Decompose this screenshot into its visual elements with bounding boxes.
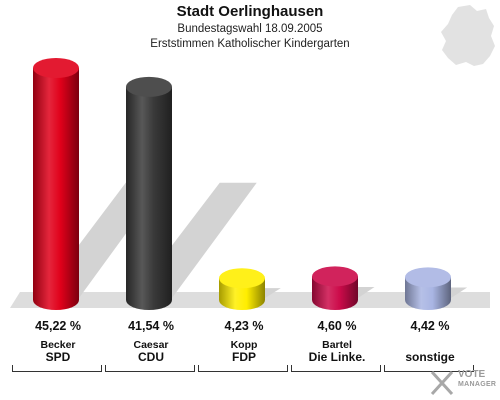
value-label: 45,22 % (35, 319, 81, 333)
value-label: 4,23 % (224, 319, 264, 333)
value-label: 41,54 % (128, 319, 174, 333)
party-label: sonstige (405, 350, 455, 364)
bar-cdu (126, 76, 172, 310)
vote-manager-logo-text: VOTE MANAGER (458, 369, 497, 389)
category-bracket (105, 365, 195, 372)
bar-sonstige (405, 267, 451, 310)
category-bracket (198, 365, 288, 372)
chart-subtitle-district: Erststimmen Katholischer Kindergarten (150, 38, 350, 50)
value-label: 4,42 % (410, 319, 450, 333)
bar-die-linke- (312, 266, 358, 310)
germany-map-icon (441, 5, 495, 66)
bar-spd (33, 58, 79, 310)
party-label: SPD (45, 350, 71, 364)
vote-manager-logo-icon (430, 370, 454, 396)
chart-title: Stadt Oerlinghausen (176, 3, 324, 20)
party-label: Die Linke. (308, 350, 366, 364)
candidate-label: Caesar (133, 339, 169, 351)
candidate-label: Becker (40, 339, 76, 351)
candidate-label: Bartel (322, 339, 352, 351)
value-label: 4,60 % (317, 319, 357, 333)
chart-subtitle-election: Bundestagswahl 18.09.2005 (177, 23, 323, 35)
party-label: CDU (138, 350, 164, 364)
category-bracket (384, 365, 474, 372)
bar-fdp (219, 268, 265, 310)
category-bracket (291, 365, 381, 372)
candidate-label: Kopp (230, 339, 258, 351)
category-bracket (12, 365, 102, 372)
party-label: FDP (232, 350, 256, 364)
